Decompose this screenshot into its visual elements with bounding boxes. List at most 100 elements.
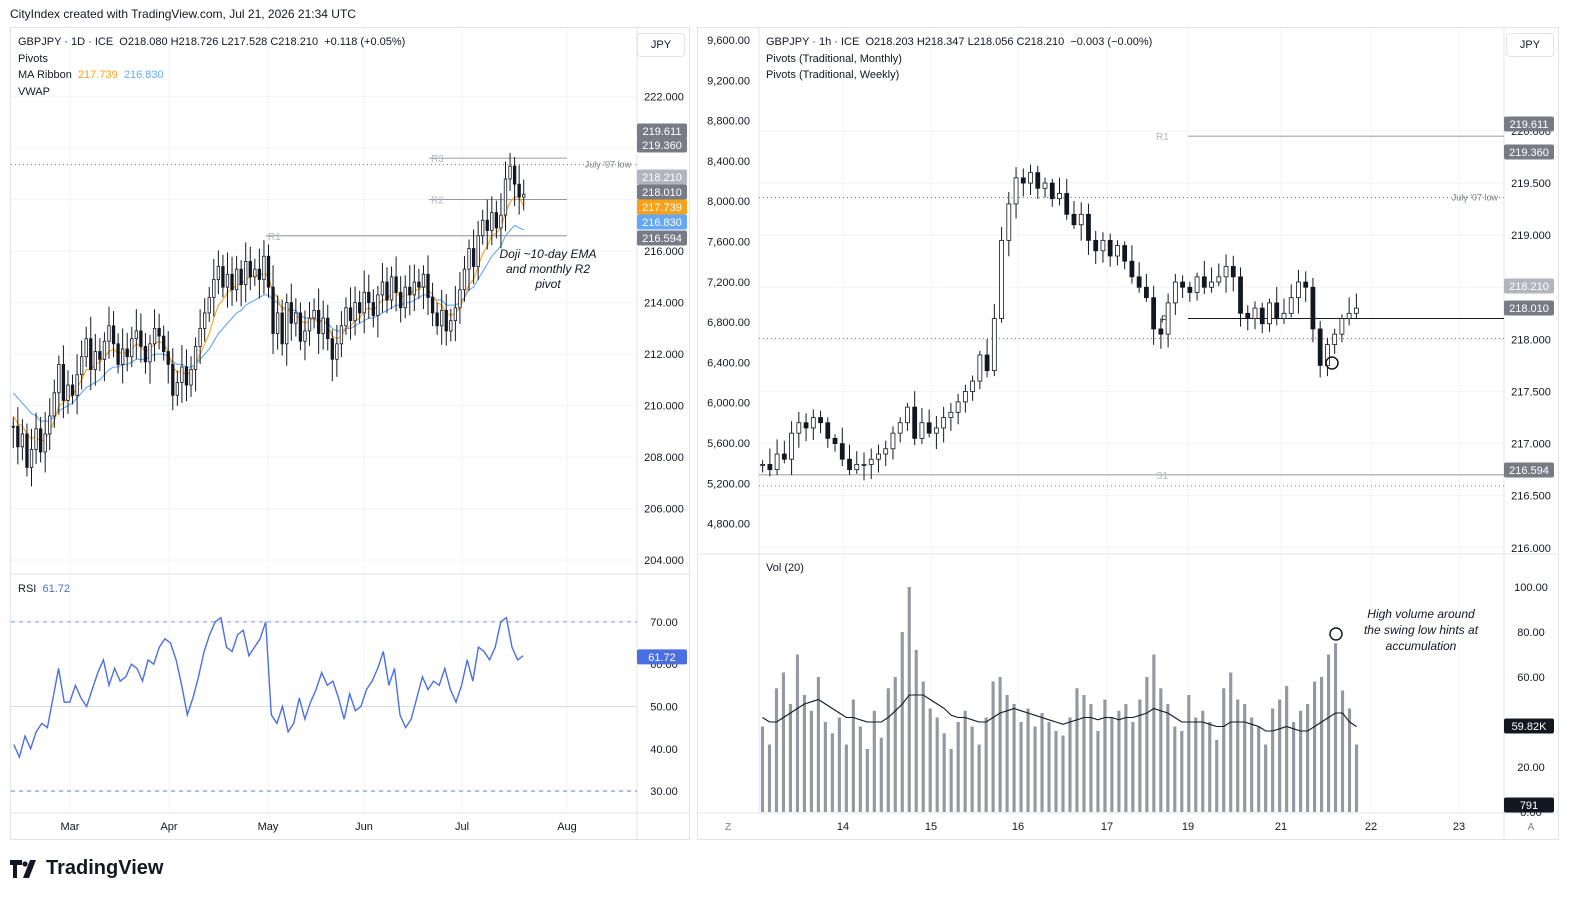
right-left-axis-tick: 6,800.00	[707, 317, 750, 329]
left-candle	[503, 161, 508, 232]
right-candle	[1158, 318, 1164, 349]
left-candle-body	[130, 338, 134, 358]
right-candle	[1332, 328, 1338, 354]
left-candle-body	[262, 255, 266, 280]
right-candle	[1086, 203, 1091, 255]
right-price-badge-text: 216.594	[1509, 465, 1549, 477]
right-chart-panel[interactable]: 220.000219.500219.000218.500218.000217.5…	[697, 27, 1559, 840]
right-candle-body	[1165, 302, 1171, 335]
left-y-tick: 214.000	[644, 298, 684, 310]
left-candle	[216, 250, 221, 295]
left-candle-body	[89, 338, 93, 370]
right-legend-pivots-monthly[interactable]: Pivots (Traditional, Monthly)	[766, 52, 902, 65]
right-candle-body	[1259, 307, 1265, 325]
left-candle-body	[93, 351, 97, 370]
right-currency-button[interactable]: JPY	[1506, 33, 1554, 57]
rsi-line	[13, 616, 524, 760]
left-candle-body	[440, 309, 444, 327]
ma-fast-value: 217.739	[77, 69, 118, 81]
right-candle-body	[789, 432, 794, 460]
left-candle	[111, 311, 116, 358]
left-candle-body	[111, 325, 116, 345]
left-candle-body	[380, 281, 385, 296]
right-left-axis-tick: 7,600.00	[707, 237, 750, 249]
left-chart-panel[interactable]: 222.000220.000218.000216.000214.000212.0…	[10, 27, 690, 840]
rsi-value-badge-text: 61.72	[648, 652, 676, 664]
left-symbol[interactable]: GBPJPY · 1D · ICE	[18, 36, 114, 48]
volume-ma-badge-bg	[1504, 718, 1554, 734]
left-price-badge-bg	[637, 169, 687, 185]
volume-bar	[1194, 717, 1198, 812]
left-price-badge-text: 218.210	[642, 172, 682, 184]
right-legend-pivots-weekly[interactable]: Pivots (Traditional, Weekly)	[766, 69, 900, 81]
right-candle	[1238, 267, 1243, 327]
left-currency-button[interactable]: JPY	[637, 33, 685, 57]
left-candle	[522, 179, 526, 211]
right-candle-body	[1107, 239, 1113, 257]
left-candle-body	[476, 235, 480, 267]
right-chart-svg[interactable]: 220.000219.500219.000218.500218.000217.5…	[698, 28, 1558, 839]
volume-bar	[1222, 688, 1226, 812]
left-legend-ma[interactable]: MA Ribbon 217.739 216.830	[18, 67, 405, 84]
left-candle	[399, 276, 403, 323]
rsi-label[interactable]: RSI	[18, 583, 37, 595]
left-candle	[61, 345, 66, 419]
left-price-badge-bg	[637, 184, 687, 200]
right-candle	[825, 417, 831, 448]
rsi-value-badge-bg	[637, 649, 687, 665]
left-legend-pivots[interactable]: Pivots	[18, 52, 48, 65]
volume-bar	[921, 681, 925, 812]
left-ohlc: O218.080 H218.726 L217.528 C218.210	[119, 36, 319, 48]
left-candle-body	[244, 261, 248, 286]
left-candle-body	[221, 266, 225, 288]
left-candle-body	[234, 268, 239, 291]
tradingview-logo[interactable]: TradingView	[10, 857, 163, 880]
volume-y-tick: 100.00	[1514, 582, 1548, 594]
volume-bar	[956, 722, 960, 812]
left-candle-body	[198, 327, 202, 347]
volume-ma-badge: 59.82K	[1504, 718, 1554, 734]
right-candle-body	[1223, 266, 1229, 278]
left-candle	[435, 302, 439, 335]
right-y-tick: 216.000	[1511, 543, 1551, 555]
right-candle	[1339, 314, 1345, 343]
right-candle	[1071, 201, 1077, 229]
left-candle-body	[166, 351, 170, 365]
right-candle	[1317, 320, 1323, 378]
left-legend-vwap[interactable]: VWAP	[18, 85, 50, 98]
volume-bar	[1340, 690, 1345, 812]
right-candle-body	[1129, 260, 1135, 278]
left-candle-body	[139, 330, 143, 347]
right-candle-body	[1310, 286, 1316, 330]
right-symbol[interactable]: GBPJPY · 1h · ICE	[766, 36, 860, 48]
volume-bar	[781, 672, 786, 812]
left-candle-body	[20, 433, 25, 448]
right-candle-body	[1281, 312, 1287, 319]
left-candle-body	[462, 268, 467, 291]
right-candle-body	[1057, 193, 1062, 200]
left-legend: GBPJPY · 1D · ICE O218.080 H218.726 L217…	[18, 34, 405, 100]
right-candle	[847, 444, 852, 476]
left-price-badge: 218.210	[637, 169, 687, 185]
left-candle	[11, 417, 15, 449]
right-y-tick: 219.000	[1511, 230, 1551, 242]
right-candle-body	[1151, 297, 1157, 330]
right-left-axis-tick: 6,000.00	[707, 398, 750, 410]
right-candle-body	[1180, 281, 1185, 288]
volume-bar	[1040, 713, 1044, 812]
left-candle-body	[143, 345, 148, 363]
left-candle	[79, 340, 84, 390]
left-candle-body	[52, 392, 56, 417]
left-candle	[48, 398, 52, 451]
right-candle-body	[774, 453, 780, 471]
volume-bar	[1306, 704, 1310, 812]
left-candle-body	[316, 309, 321, 334]
right-candle	[1013, 167, 1019, 219]
left-candle-body	[275, 312, 280, 334]
left-candle	[453, 285, 458, 342]
left-candle	[275, 295, 280, 350]
left-chart-svg[interactable]: 222.000220.000218.000216.000214.000212.0…	[11, 28, 689, 839]
left-candle-body	[57, 364, 61, 394]
vol-label[interactable]: Vol (20)	[766, 562, 804, 574]
left-candle	[285, 293, 289, 366]
